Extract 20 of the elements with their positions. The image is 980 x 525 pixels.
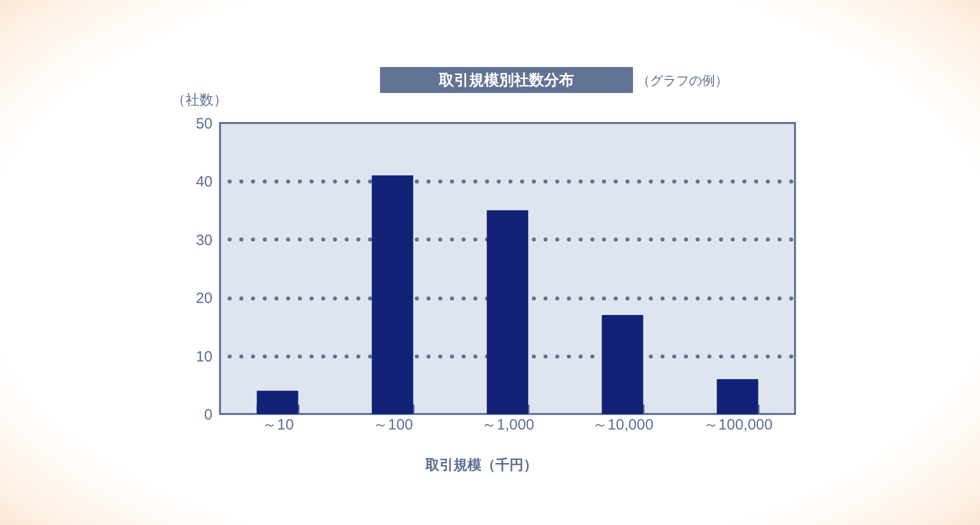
bar bbox=[372, 175, 414, 414]
y-tick-label: 40 bbox=[196, 174, 212, 191]
y-tick-label: 0 bbox=[204, 406, 212, 424]
chart-title: 取引規模別社数分布 bbox=[380, 67, 633, 93]
y-axis-title: （社数） bbox=[172, 92, 228, 108]
y-tick-label: 50 bbox=[196, 116, 212, 132]
bar bbox=[602, 315, 644, 414]
y-tick-label: 20 bbox=[196, 290, 212, 308]
x-tick-label: ～10,000 bbox=[592, 416, 654, 434]
x-tick-label: ～10 bbox=[262, 416, 294, 434]
bar bbox=[256, 390, 298, 414]
x-tick-label: ～100,000 bbox=[703, 416, 773, 434]
chart-subtitle: （グラフの例） bbox=[637, 73, 728, 91]
x-axis-title: 取引規模（千円） bbox=[424, 456, 538, 472]
y-tick-label: 10 bbox=[196, 348, 212, 366]
x-tick-label: ～1,000 bbox=[482, 416, 534, 434]
bar bbox=[486, 210, 528, 414]
bar bbox=[716, 379, 758, 414]
y-tick-label: 30 bbox=[196, 232, 212, 249]
x-tick-label: ～100 bbox=[372, 416, 414, 434]
